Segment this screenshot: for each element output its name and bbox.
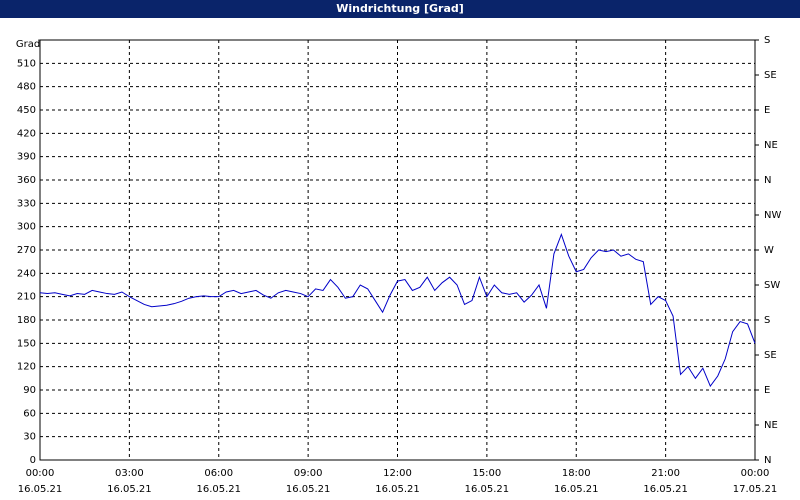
y-tick-label: 90	[23, 385, 36, 396]
y-tick-label: 510	[17, 58, 36, 69]
y-tick-label: 120	[17, 362, 36, 373]
y-tick-label: 300	[17, 222, 36, 233]
y-tick-label: 0	[30, 455, 36, 466]
y-tick-label: 450	[17, 105, 36, 116]
x-tick-date: 16.05.21	[643, 484, 688, 495]
y2-tick-label: NE	[764, 140, 778, 151]
x-tick-date: 16.05.21	[375, 484, 420, 495]
y2-tick-label: E	[764, 105, 770, 116]
title-bar: Windrichtung [Grad]	[0, 0, 800, 18]
y-tick-label: 480	[17, 82, 36, 93]
y2-tick-label: NE	[764, 420, 778, 431]
data-line	[39, 232, 756, 388]
y-tick-label: 390	[17, 152, 36, 163]
y-tick-label: 210	[17, 292, 36, 303]
x-tick-label: 03:00	[115, 468, 144, 479]
x-tick-label: 18:00	[562, 468, 591, 479]
y2-tick-label: SE	[764, 70, 777, 81]
y2-tick-label: N	[764, 175, 771, 186]
x-tick-date: 16.05.21	[18, 484, 63, 495]
x-tick-label: 00:00	[26, 468, 55, 479]
y-tick-label: 30	[23, 432, 36, 443]
y2-tick-label: W	[764, 245, 774, 256]
x-tick-label: 15:00	[472, 468, 501, 479]
x-tick-date: 16.05.21	[196, 484, 241, 495]
x-tick-date: 16.05.21	[554, 484, 599, 495]
x-tick-label: 06:00	[204, 468, 233, 479]
x-tick-date: 17.05.21	[733, 484, 778, 495]
y-tick-label: 420	[17, 128, 36, 139]
y-tick-label: 150	[17, 338, 36, 349]
y2-tick-label: SE	[764, 350, 777, 361]
y-tick-label: 270	[17, 245, 36, 256]
y2-tick-label: S	[764, 315, 770, 326]
x-tick-label: 12:00	[383, 468, 412, 479]
x-tick-label: 21:00	[651, 468, 680, 479]
y2-tick-label: S	[764, 35, 770, 46]
y-axis-label: Grad	[16, 39, 40, 50]
x-tick-date: 16.05.21	[107, 484, 152, 495]
y-tick-label: 330	[17, 198, 36, 209]
y2-tick-label: N	[764, 455, 771, 466]
y-tick-label: 60	[23, 408, 36, 419]
y-tick-label: 180	[17, 315, 36, 326]
x-tick-label: 00:00	[741, 468, 770, 479]
y2-tick-label: NW	[764, 210, 781, 221]
y2-tick-label: SW	[764, 280, 780, 291]
x-tick-label: 09:00	[294, 468, 323, 479]
x-tick-date: 16.05.21	[465, 484, 510, 495]
y-tick-label: 360	[17, 175, 36, 186]
y2-tick-label: E	[764, 385, 770, 396]
y-tick-label: 240	[17, 268, 36, 279]
x-tick-date: 16.05.21	[286, 484, 331, 495]
